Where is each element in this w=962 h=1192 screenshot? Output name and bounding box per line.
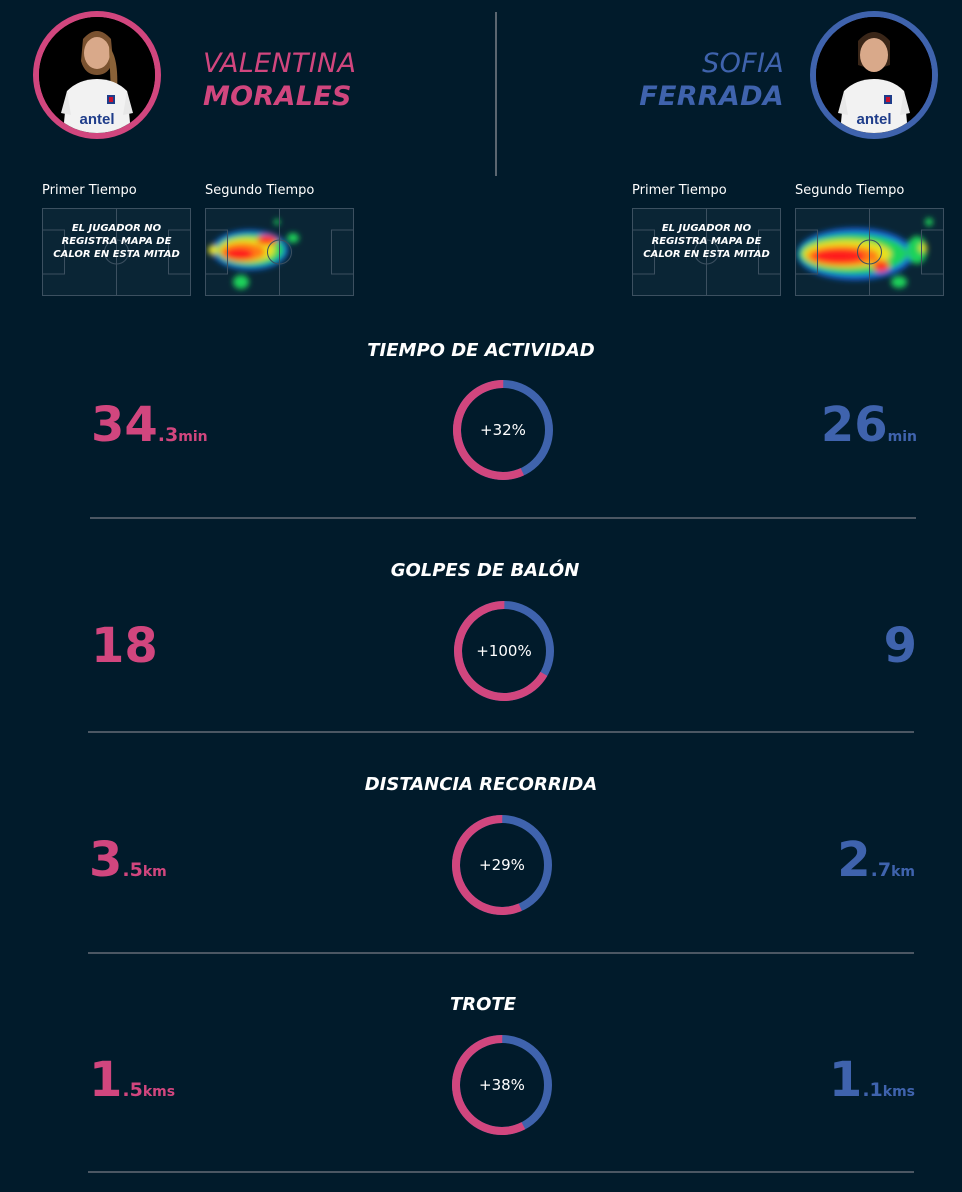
no-heatmap-message: EL JUGADOR NO REGISTRA MAPA DE CALOR EN …: [643, 223, 770, 260]
section-divider: [88, 731, 914, 733]
stat-touches-donut: +100%: [452, 599, 556, 703]
left-first-half-heatmap: EL JUGADOR NO REGISTRA MAPA DE CALOR EN …: [42, 208, 191, 296]
donut-left-segment: [452, 815, 552, 915]
stat-activity-right-value: 26min: [821, 401, 917, 449]
value-integer: 2: [837, 832, 871, 888]
player-photo-icon: antel: [39, 17, 155, 133]
donut-percentage: +100%: [476, 642, 532, 660]
stat-jog-donut: +38%: [450, 1033, 554, 1137]
value-integer: 9: [883, 618, 917, 674]
stat-touches-left-value: 18: [91, 622, 158, 670]
player-photo-icon: antel: [816, 17, 932, 133]
heatmap-icon: [205, 208, 354, 296]
value-decimal: .3: [157, 424, 179, 446]
player-right-name: SOFIA FERRADA: [639, 47, 784, 113]
section-divider: [90, 517, 916, 519]
section-divider: [88, 952, 914, 954]
stat-jog-right-value: 1.1kms: [829, 1056, 915, 1104]
stat-touches-right-value: 9: [884, 622, 917, 670]
left-first-half-label: Primer Tiempo: [42, 183, 137, 198]
value-integer: 34: [91, 397, 158, 453]
stat-title-ball-touches: GOLPES DE BALÓN: [390, 560, 580, 581]
stat-jog-left-value: 1.5kms: [89, 1056, 175, 1104]
value-integer: 26: [820, 397, 888, 453]
right-second-half-heatmap: [795, 208, 944, 296]
player-left-avatar: antel: [33, 11, 161, 139]
donut-chart: [453, 380, 553, 480]
heatmap-icon: [795, 208, 944, 296]
stat-distance-left-value: 3.5km: [89, 836, 167, 884]
left-second-half-label: Segundo Tiempo: [205, 183, 315, 198]
right-first-half-label: Primer Tiempo: [632, 183, 727, 198]
value-unit: min: [887, 429, 917, 445]
value-decimal: .1: [862, 1079, 883, 1101]
value-unit: km: [891, 864, 915, 880]
donut-chart: [452, 815, 552, 915]
value-decimal: .5: [122, 859, 143, 881]
sponsor-logo: antel: [856, 111, 891, 128]
player-left-first-name: VALENTINA: [203, 48, 357, 79]
stat-title-activity: TIEMPO DE ACTIVIDAD: [367, 340, 595, 361]
right-second-half-label: Segundo Tiempo: [795, 183, 905, 198]
value-integer: 3: [89, 832, 123, 888]
donut-percentage: +29%: [479, 856, 525, 874]
donut-left-segment: [453, 380, 553, 480]
player-right-avatar: antel: [810, 11, 938, 139]
right-first-half-heatmap: EL JUGADOR NO REGISTRA MAPA DE CALOR EN …: [632, 208, 781, 296]
donut-percentage: +38%: [479, 1076, 525, 1094]
no-heatmap-message: EL JUGADOR NO REGISTRA MAPA DE CALOR EN …: [53, 223, 180, 260]
stat-title-jog: TROTE: [449, 994, 516, 1015]
player-left-last-name: MORALES: [203, 81, 352, 112]
player-right-last-name: FERRADA: [639, 81, 784, 112]
stat-distance-right-value: 2.7km: [837, 836, 915, 884]
pitch-icon: [632, 208, 781, 296]
pitch-icon: [42, 208, 191, 296]
stat-title-distance: DISTANCIA RECORRIDA: [364, 774, 598, 795]
stat-activity-left-value: 34.3min: [91, 401, 208, 449]
value-integer: 18: [91, 618, 158, 674]
value-integer: 1: [89, 1052, 123, 1108]
donut-chart: [454, 601, 554, 701]
players-divider: [495, 12, 497, 176]
value-decimal: .7: [870, 859, 892, 881]
donut-percentage: +32%: [480, 421, 526, 439]
value-unit: km: [142, 864, 167, 880]
value-integer: 1: [828, 1052, 863, 1108]
section-divider: [88, 1171, 914, 1173]
stat-distance-donut: +29%: [450, 813, 554, 917]
value-unit: kms: [142, 1084, 176, 1100]
sponsor-logo: antel: [79, 111, 114, 128]
donut-chart: [452, 1035, 552, 1135]
value-unit: kms: [882, 1084, 915, 1100]
left-second-half-heatmap: [205, 208, 354, 296]
player-left-name: VALENTINA MORALES: [203, 47, 356, 113]
value-unit: min: [178, 429, 208, 445]
value-decimal: .5: [122, 1079, 143, 1101]
player-right-first-name: SOFIA: [702, 48, 784, 79]
stat-activity-donut: +32%: [451, 378, 555, 482]
